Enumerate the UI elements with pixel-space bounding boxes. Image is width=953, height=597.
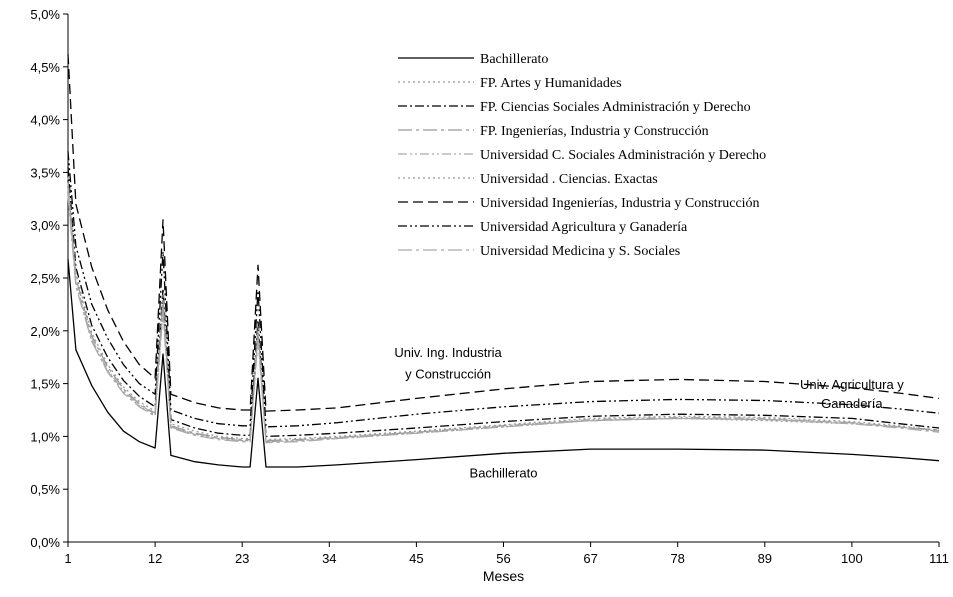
x-tick-label: 56	[496, 551, 510, 566]
y-tick-label: 4,0%	[30, 113, 60, 128]
y-tick-label: 5,0%	[30, 7, 60, 22]
y-tick-label: 2,5%	[30, 271, 60, 286]
series-line-9	[67, 195, 940, 444]
y-tick-label: 1,0%	[30, 429, 60, 444]
y-tick-label: 0,5%	[30, 482, 60, 497]
x-tick-label: 34	[322, 551, 336, 566]
x-tick-label: 78	[670, 551, 684, 566]
legend-label: FP. Ingenierías, Industria y Construcció…	[480, 124, 709, 139]
x-tick-label: 111	[929, 551, 949, 566]
x-tick-label: 67	[583, 551, 597, 566]
legend-label: Bachillerato	[480, 52, 548, 67]
y-tick-label: 3,5%	[30, 165, 60, 180]
x-tick-label: 45	[409, 551, 423, 566]
series-line-1	[67, 258, 940, 468]
annotation-label: y Construcción	[405, 366, 491, 381]
y-tick-label: 1,5%	[30, 377, 60, 392]
x-tick-label: 100	[841, 551, 863, 566]
series-line-7	[67, 54, 940, 412]
annotation-label: Univ. Ing. Industria	[394, 345, 502, 360]
series-line-6	[67, 177, 940, 441]
y-tick-label: 3,0%	[30, 218, 60, 233]
y-tick-label: 0,0%	[30, 535, 60, 550]
x-tick-label: 1	[64, 551, 71, 566]
annotation-label: Univ. Agricultura y	[800, 377, 904, 392]
series-line-8	[67, 151, 940, 428]
x-tick-label: 12	[148, 551, 162, 566]
legend-label: Universidad Agricultura y Ganadería	[480, 220, 688, 235]
y-tick-label: 4,5%	[30, 60, 60, 75]
y-tick-label: 2,0%	[30, 324, 60, 339]
annotation-label: Bachillerato	[470, 466, 538, 481]
x-tick-label: 23	[235, 551, 249, 566]
axes: 0,0% 0,5% 1,0% 1,5% 2,0% 2,5% 3,0% 3,5% 4,0% 4,5%…	[30, 7, 949, 566]
annotations: Univ. Ing. Industria y Construcción Univ. …	[394, 345, 904, 480]
legend-label: FP. Artes y Humanidades	[480, 76, 622, 91]
legend-label: Universidad C. Sociales Administración y…	[480, 148, 766, 163]
series-layer	[67, 54, 940, 468]
annotation-label: Ganadería	[821, 396, 883, 411]
legend-label: Universidad Ingenierías, Industria y Con…	[480, 196, 760, 211]
legend-label: Universidad . Ciencias. Exactas	[480, 172, 658, 187]
x-axis-title: Meses	[483, 568, 524, 584]
legend-label: FP. Ciencias Sociales Administración y D…	[480, 100, 751, 115]
x-tick-label: 89	[758, 551, 772, 566]
legend-label: Universidad Medicina y S. Sociales	[480, 244, 680, 259]
legend: Bachillerato FP. Artes y Humanidades FP. C…	[398, 52, 766, 259]
